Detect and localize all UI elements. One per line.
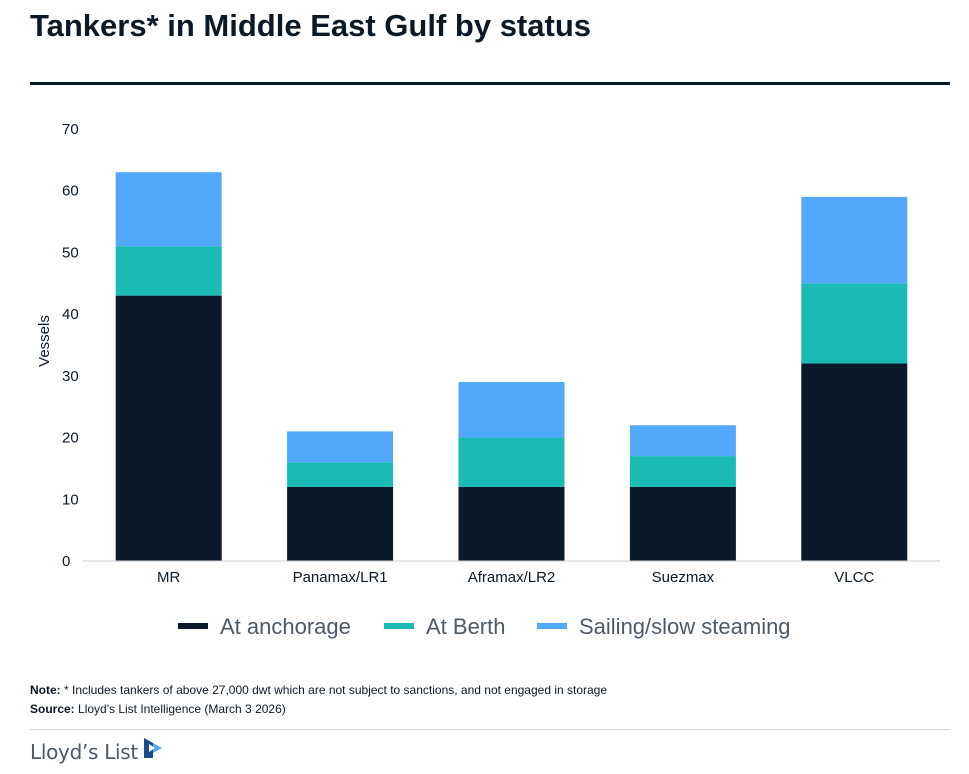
bar-segment [629,456,736,487]
y-tick-label: 30 [62,368,79,385]
y-axis-label: Vessels [36,315,53,367]
note-line: Note: * Includes tankers of above 27,000… [30,681,607,700]
x-tick-label: MR [157,569,180,586]
bar-segment [801,283,908,364]
bar-segment [115,172,222,247]
legend-label: At Berth [426,614,505,639]
legend-swatch [384,623,414,629]
source-line: Source: Lloyd's List Intelligence (March… [30,700,607,719]
chart-notes: Note: * Includes tankers of above 27,000… [30,681,607,719]
lloyds-list-logo[interactable]: Lloyd’s List [30,737,164,767]
x-tick-label: Panamax/LR1 [293,569,388,586]
legend-label: Sailing/slow steaming [579,614,791,639]
bar-segment [115,295,222,561]
bar-segment [458,382,565,438]
y-tick-label: 20 [62,430,79,447]
bar-segment [801,196,908,284]
bar-segment [629,425,736,457]
y-tick-label: 0 [62,553,70,570]
title-divider [30,82,950,85]
bar-segment [801,363,908,561]
bar-segment [458,486,565,561]
bar-segment [629,486,736,561]
legend-swatch [178,623,208,629]
stacked-bar-chart: 0 10 20 30 40 50 60 70 Vessels MR Panamax/LR1 Afram… [36,121,940,639]
logo-text: Lloyd’s List [30,740,138,764]
note-label: Note: [30,683,61,697]
bar-segment [287,462,394,487]
x-tick-label: VLCC [834,569,874,586]
legend-swatch [537,623,567,629]
legend-label: At anchorage [220,614,351,639]
source-text: Lloyd's List Intelligence (March 3 2026) [74,702,286,716]
bar-segment [115,246,222,296]
chart-title: Tankers* in Middle East Gulf by status [30,8,591,43]
y-tick-label: 40 [62,306,79,323]
footer-divider [30,729,950,730]
bar-segment [458,437,565,487]
x-tick-label: Aframax/LR2 [468,569,556,586]
bar-segment [287,431,394,463]
bar-segment [287,486,394,561]
y-tick-label: 10 [62,491,79,508]
logo-arrow-icon [143,738,162,758]
note-text: * Includes tankers of above 27,000 dwt w… [60,683,608,697]
source-label: Source: [30,702,75,716]
y-tick-label: 50 [62,244,79,261]
y-tick-label: 60 [62,183,79,200]
x-tick-label: Suezmax [652,569,715,586]
y-tick-label: 70 [62,121,79,138]
